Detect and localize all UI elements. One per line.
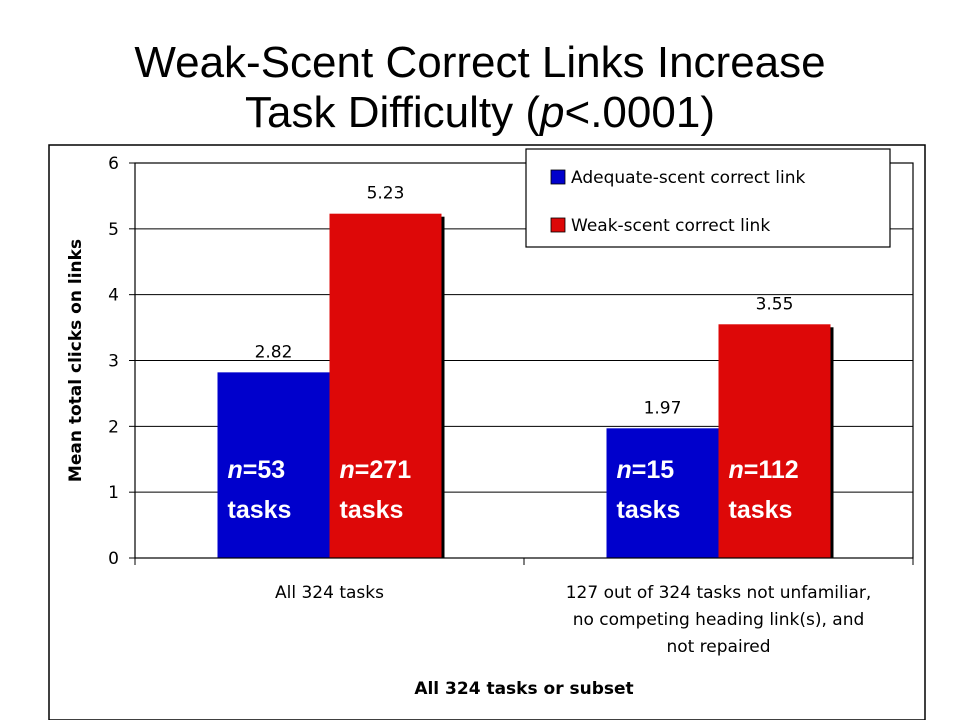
bar-note-n: n: [228, 456, 243, 484]
bar: [606, 428, 719, 558]
y-tick-label: 1: [108, 483, 119, 503]
title-line-2-part-a: Task Difficulty (: [245, 88, 541, 137]
bar-note-tasks: tasks: [729, 496, 793, 524]
y-axis-title: Mean total clicks on links: [66, 239, 86, 482]
axes: 0 1 2 3 4 5 6: [108, 154, 914, 569]
title-line-2: Task Difficulty (p<.0001): [0, 88, 960, 138]
legend-entry: Weak-scent correct link: [571, 216, 770, 236]
bar-note-count: n=271: [340, 456, 412, 484]
bar-note-tasks: tasks: [340, 496, 404, 524]
x-category-label: 127 out of 324 tasks not unfamiliar,: [566, 583, 872, 603]
data-label: 5.23: [367, 184, 405, 204]
bar-note-value: =112: [744, 456, 799, 484]
bar-note-count: n=15: [617, 456, 675, 484]
bar-note-tasks: tasks: [617, 496, 681, 524]
bar-note-count: n=112: [729, 456, 799, 484]
legend-swatch: [550, 217, 566, 233]
legend-box: [525, 148, 891, 248]
bar-note-value: =53: [243, 456, 285, 484]
title-line-1: Weak-Scent Correct Links Increase: [134, 38, 826, 87]
chart-title: Weak-Scent Correct Links Increase Task D…: [0, 38, 960, 138]
y-tick-label: 4: [108, 286, 119, 306]
x-category-label: not repaired: [666, 637, 770, 657]
bars: [217, 213, 834, 559]
labels: 2.82n=53tasks1.97n=15tasks5.23n=271tasks…: [66, 184, 871, 699]
data-label: 3.55: [756, 294, 794, 314]
x-category-label: no competing heading link(s), and: [573, 610, 865, 630]
title-line-2-part-b: <.0001): [564, 88, 715, 137]
data-label: 1.97: [644, 398, 682, 418]
data-label: 2.82: [255, 342, 293, 362]
bar: [217, 372, 330, 558]
bar-note-n: n: [617, 456, 632, 484]
bar-note-tasks: tasks: [228, 496, 292, 524]
bar-note-value: =15: [632, 456, 675, 484]
y-tick-label: 0: [108, 549, 119, 569]
y-tick-label: 3: [108, 352, 119, 372]
bar-note-value: =271: [355, 456, 411, 484]
x-category-label: All 324 tasks: [275, 583, 384, 603]
bar-note-n: n: [729, 456, 744, 484]
legend: Adequate-scent correct link Weak-scent co…: [525, 148, 891, 248]
bar-note-n: n: [340, 456, 355, 484]
y-tick-label: 2: [108, 417, 119, 437]
bar: [718, 324, 831, 558]
legend-swatch: [550, 169, 566, 185]
y-tick-label: 6: [108, 154, 119, 174]
bar: [329, 213, 442, 559]
y-tick-label: 5: [108, 220, 119, 240]
bar-note-count: n=53: [228, 456, 286, 484]
legend-entry: Adequate-scent correct link: [571, 168, 805, 188]
x-axis-title: All 324 tasks or subset: [414, 679, 633, 699]
title-p-italic: p: [540, 88, 565, 137]
